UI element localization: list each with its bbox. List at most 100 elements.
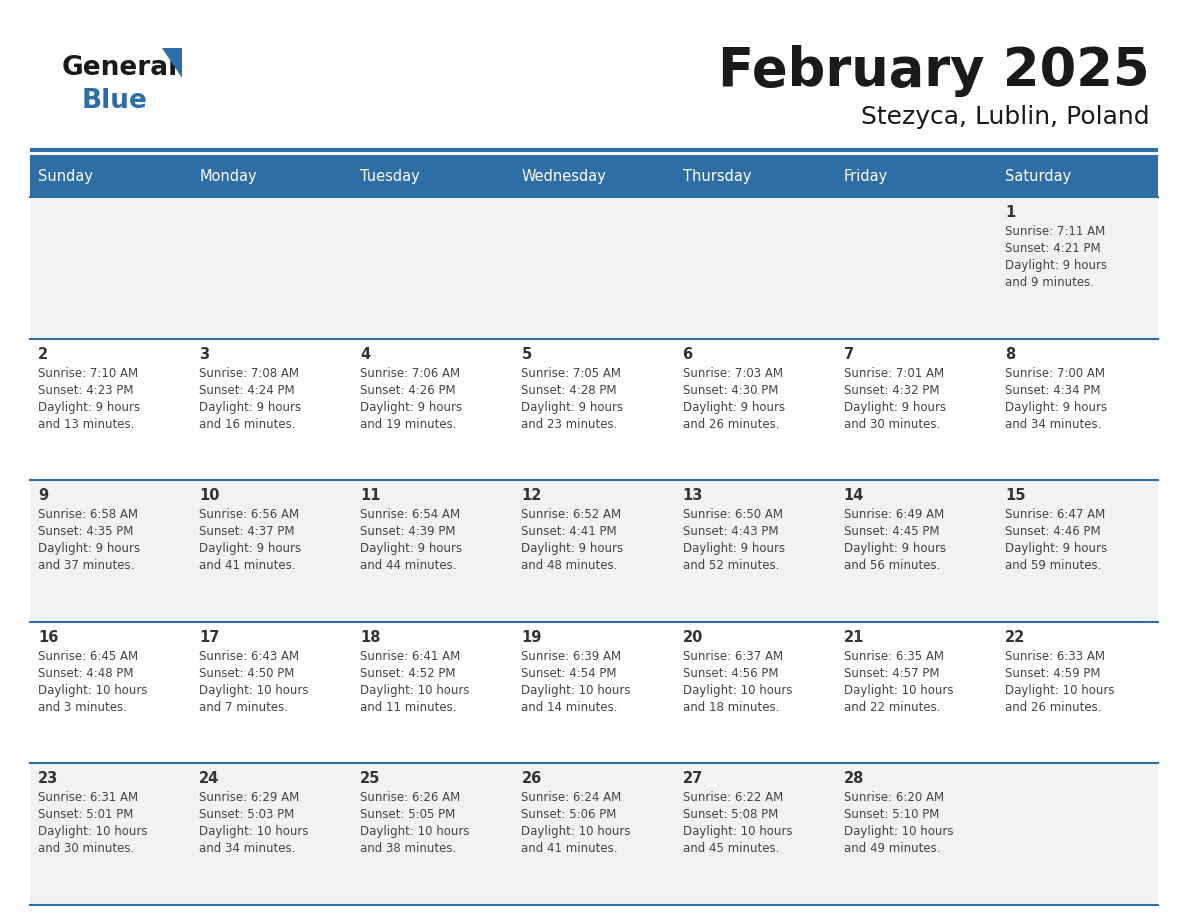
Text: General: General <box>62 55 178 81</box>
Text: Sunrise: 6:47 AM: Sunrise: 6:47 AM <box>1005 509 1105 521</box>
Text: and 48 minutes.: and 48 minutes. <box>522 559 618 572</box>
Text: and 30 minutes.: and 30 minutes. <box>38 843 134 856</box>
Text: and 26 minutes.: and 26 minutes. <box>683 418 779 431</box>
Text: and 56 minutes.: and 56 minutes. <box>843 559 940 572</box>
Bar <box>675 197 835 339</box>
Text: Sunset: 4:21 PM: Sunset: 4:21 PM <box>1005 242 1100 255</box>
Text: 12: 12 <box>522 488 542 503</box>
Text: 3: 3 <box>200 347 209 362</box>
Text: Sunrise: 6:39 AM: Sunrise: 6:39 AM <box>522 650 621 663</box>
Text: Sunset: 5:01 PM: Sunset: 5:01 PM <box>38 809 133 822</box>
Bar <box>191 339 353 480</box>
Text: Blue: Blue <box>82 88 147 114</box>
Text: Daylight: 10 hours: Daylight: 10 hours <box>843 825 953 838</box>
Text: 22: 22 <box>1005 630 1025 644</box>
Text: and 52 minutes.: and 52 minutes. <box>683 559 779 572</box>
Text: Daylight: 9 hours: Daylight: 9 hours <box>200 400 302 414</box>
Text: and 7 minutes.: and 7 minutes. <box>200 700 289 714</box>
Polygon shape <box>162 48 182 78</box>
Text: Sunset: 4:43 PM: Sunset: 4:43 PM <box>683 525 778 538</box>
Text: Sunrise: 6:49 AM: Sunrise: 6:49 AM <box>843 509 944 521</box>
Text: Sunset: 4:24 PM: Sunset: 4:24 PM <box>200 384 295 397</box>
Bar <box>30 621 191 764</box>
Text: Sunrise: 6:31 AM: Sunrise: 6:31 AM <box>38 791 138 804</box>
Text: 11: 11 <box>360 488 381 503</box>
Text: 7: 7 <box>843 347 854 362</box>
Bar <box>353 480 513 621</box>
Bar <box>513 480 675 621</box>
Bar <box>997 621 1158 764</box>
Text: 25: 25 <box>360 771 380 787</box>
Bar <box>835 339 997 480</box>
Text: Sunset: 4:39 PM: Sunset: 4:39 PM <box>360 525 456 538</box>
Text: and 34 minutes.: and 34 minutes. <box>200 843 296 856</box>
Text: and 38 minutes.: and 38 minutes. <box>360 843 456 856</box>
Bar <box>513 764 675 905</box>
Text: Daylight: 9 hours: Daylight: 9 hours <box>200 543 302 555</box>
Bar <box>835 621 997 764</box>
Text: 27: 27 <box>683 771 703 787</box>
Text: Sunset: 4:30 PM: Sunset: 4:30 PM <box>683 384 778 397</box>
Text: Wednesday: Wednesday <box>522 169 606 184</box>
Text: Sunset: 4:48 PM: Sunset: 4:48 PM <box>38 666 133 680</box>
Text: Sunrise: 6:20 AM: Sunrise: 6:20 AM <box>843 791 943 804</box>
Text: 23: 23 <box>38 771 58 787</box>
Text: Daylight: 10 hours: Daylight: 10 hours <box>522 684 631 697</box>
Text: 5: 5 <box>522 347 532 362</box>
Text: Sunset: 4:23 PM: Sunset: 4:23 PM <box>38 384 133 397</box>
Text: Sunset: 4:46 PM: Sunset: 4:46 PM <box>1005 525 1100 538</box>
Text: Daylight: 9 hours: Daylight: 9 hours <box>522 400 624 414</box>
Text: and 41 minutes.: and 41 minutes. <box>522 843 618 856</box>
Text: Daylight: 10 hours: Daylight: 10 hours <box>843 684 953 697</box>
Text: Daylight: 9 hours: Daylight: 9 hours <box>360 543 462 555</box>
Text: Daylight: 9 hours: Daylight: 9 hours <box>1005 400 1107 414</box>
Text: Sunrise: 6:43 AM: Sunrise: 6:43 AM <box>200 650 299 663</box>
Text: and 41 minutes.: and 41 minutes. <box>200 559 296 572</box>
Bar <box>513 197 675 339</box>
Text: Daylight: 9 hours: Daylight: 9 hours <box>843 543 946 555</box>
Bar <box>675 480 835 621</box>
Text: 16: 16 <box>38 630 58 644</box>
Text: Daylight: 10 hours: Daylight: 10 hours <box>360 684 469 697</box>
Text: Sunrise: 7:06 AM: Sunrise: 7:06 AM <box>360 366 461 380</box>
Text: 21: 21 <box>843 630 864 644</box>
Bar <box>997 339 1158 480</box>
Text: Sunset: 4:52 PM: Sunset: 4:52 PM <box>360 666 456 680</box>
Text: and 9 minutes.: and 9 minutes. <box>1005 276 1094 289</box>
Text: Sunrise: 7:01 AM: Sunrise: 7:01 AM <box>843 366 943 380</box>
Text: Sunset: 4:45 PM: Sunset: 4:45 PM <box>843 525 940 538</box>
Bar <box>191 480 353 621</box>
Text: Daylight: 10 hours: Daylight: 10 hours <box>522 825 631 838</box>
Text: 10: 10 <box>200 488 220 503</box>
Text: Sunday: Sunday <box>38 169 93 184</box>
Text: Sunrise: 7:03 AM: Sunrise: 7:03 AM <box>683 366 783 380</box>
Bar <box>997 480 1158 621</box>
Bar <box>835 197 997 339</box>
Text: and 13 minutes.: and 13 minutes. <box>38 418 134 431</box>
Text: Sunrise: 6:50 AM: Sunrise: 6:50 AM <box>683 509 783 521</box>
Text: and 16 minutes.: and 16 minutes. <box>200 418 296 431</box>
Text: and 45 minutes.: and 45 minutes. <box>683 843 779 856</box>
Bar <box>675 339 835 480</box>
Bar <box>997 197 1158 339</box>
Text: Sunset: 5:03 PM: Sunset: 5:03 PM <box>200 809 295 822</box>
Text: Thursday: Thursday <box>683 169 751 184</box>
Bar <box>353 339 513 480</box>
Text: Sunset: 4:41 PM: Sunset: 4:41 PM <box>522 525 617 538</box>
Text: Sunrise: 6:26 AM: Sunrise: 6:26 AM <box>360 791 461 804</box>
Text: and 26 minutes.: and 26 minutes. <box>1005 700 1101 714</box>
Text: and 19 minutes.: and 19 minutes. <box>360 418 456 431</box>
Bar <box>30 764 191 905</box>
Bar <box>30 339 191 480</box>
Text: Tuesday: Tuesday <box>360 169 421 184</box>
Text: Daylight: 9 hours: Daylight: 9 hours <box>843 400 946 414</box>
Text: and 11 minutes.: and 11 minutes. <box>360 700 456 714</box>
Text: February 2025: February 2025 <box>719 45 1150 97</box>
Text: Daylight: 9 hours: Daylight: 9 hours <box>38 400 140 414</box>
Text: 19: 19 <box>522 630 542 644</box>
Text: Friday: Friday <box>843 169 887 184</box>
Text: Sunset: 5:05 PM: Sunset: 5:05 PM <box>360 809 455 822</box>
Text: Sunrise: 6:22 AM: Sunrise: 6:22 AM <box>683 791 783 804</box>
Text: Monday: Monday <box>200 169 257 184</box>
Text: Sunset: 4:28 PM: Sunset: 4:28 PM <box>522 384 617 397</box>
